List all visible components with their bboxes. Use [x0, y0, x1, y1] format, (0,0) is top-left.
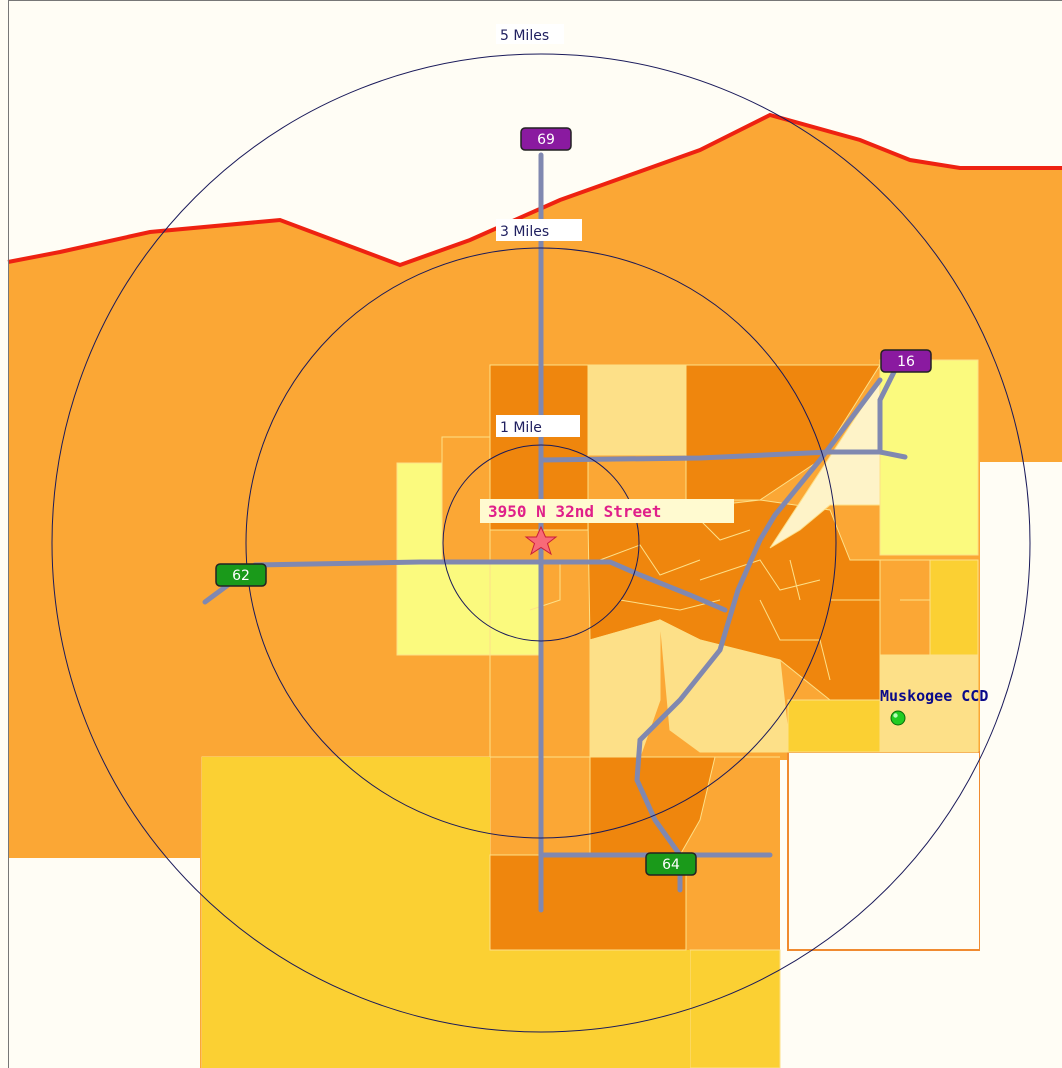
road-north-east [538, 449, 908, 463]
radius-rings [51, 53, 1031, 1033]
state-highway-shield-64[interactable]: 64 [645, 852, 697, 876]
shield-62-text: 62 [232, 568, 250, 584]
road-diagonal [634, 377, 883, 893]
tract-south-yellow-extra [202, 757, 690, 1068]
shield-69-text: 69 [537, 132, 555, 148]
ring-label-1-text: 1 Mile [500, 420, 542, 436]
green-dot-icon[interactable] [890, 710, 906, 726]
tract-east-gold [929, 559, 979, 656]
tract-unshaded-east [787, 751, 981, 951]
tract-north-light [587, 364, 687, 456]
state-highway-shield-62[interactable]: 62 [215, 563, 267, 587]
tract-unshaded-east2 [980, 462, 1062, 1068]
ring-label-5: 5 Miles [496, 24, 564, 44]
us-highway-shield-69[interactable]: 69 [520, 127, 572, 151]
shield-16-text: 16 [897, 354, 915, 370]
tract-northeast-dark [685, 364, 881, 501]
county-boundary [7, 112, 1062, 268]
tract-unshaded-west [8, 858, 200, 1068]
tract-east-pale [879, 359, 979, 556]
ring-5-miles [51, 53, 1031, 1033]
road-us16 [877, 367, 898, 455]
site-label: 3950 N 32nd Street [480, 499, 734, 523]
ring-label-5-text: 5 Miles [500, 28, 549, 44]
site-label-text: 3950 N 32nd Street [488, 502, 661, 521]
shield-64-text: 64 [662, 857, 680, 873]
ring-label-1: 1 Mile [496, 415, 580, 437]
us-highway-shield-16[interactable]: 16 [880, 349, 932, 373]
ring-1-mile [442, 444, 640, 642]
place-label-text: Muskogee CCD [880, 687, 988, 705]
tract-se-gold [787, 699, 881, 753]
ring-label-3: 3 Miles [496, 219, 582, 241]
star-marker-icon[interactable] [524, 525, 558, 556]
ring-3-miles [245, 247, 837, 839]
ring-label-3-text: 3 Miles [500, 224, 549, 240]
